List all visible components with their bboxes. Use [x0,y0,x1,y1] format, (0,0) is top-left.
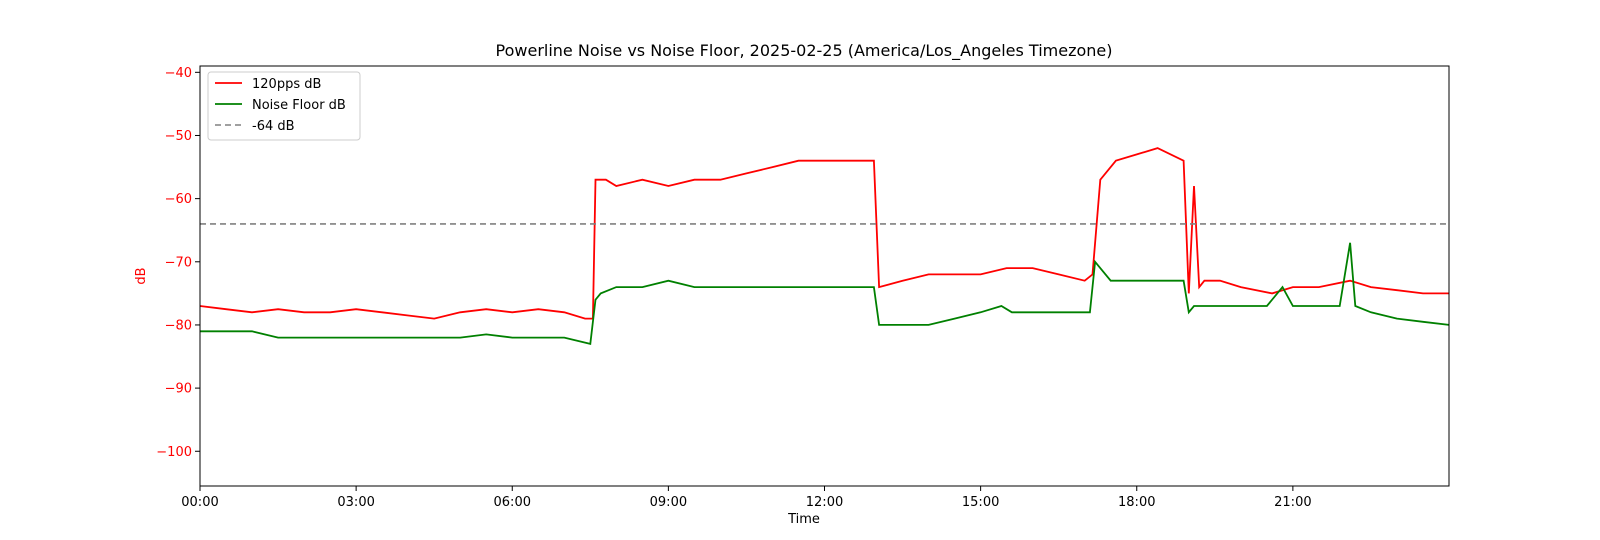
y-tick-label: −50 [165,129,192,144]
x-tick-label: 15:00 [962,495,999,510]
legend-label-noise-floor: Noise Floor dB [252,98,346,113]
plot-frame [199,65,1450,487]
x-tick-label: 09:00 [650,495,687,510]
y-tick-label: −60 [165,192,192,207]
x-tick-label: 00:00 [181,495,218,510]
y-tick-label: −90 [165,382,192,397]
x-axis: 00:00 03:00 06:00 09:00 12:00 15:00 18:00 21:00 [181,486,1312,510]
legend-box [207,71,361,141]
y-tick-label: −40 [165,66,192,81]
x-axis-label: Time [787,512,820,527]
chart-title: Powerline Noise vs Noise Floor, 2025-02-… [496,41,1113,61]
legend-label-reference: -64 dB [252,119,295,134]
plot-area [199,147,1450,346]
y-axis: −40 −50 −60 −70 −80 −90 −100 [156,66,200,460]
x-tick-label: 06:00 [494,495,531,510]
x-tick-label: 03:00 [337,495,374,510]
y-tick-label: −100 [156,445,192,460]
y-tick-label: −70 [165,255,192,270]
series-120pps-line [199,147,1449,320]
x-tick-label: 21:00 [1274,495,1311,510]
y-tick-label: −80 [165,318,192,333]
legend-label-120pps: 120pps dB [252,77,321,92]
x-tick-label: 18:00 [1118,495,1155,510]
series-noise-floor-line [200,242,1450,346]
legend: 120pps dB Noise Floor dB -64 dB [207,71,361,141]
y-axis-label: dB [134,267,149,284]
x-tick-label: 12:00 [806,495,843,510]
